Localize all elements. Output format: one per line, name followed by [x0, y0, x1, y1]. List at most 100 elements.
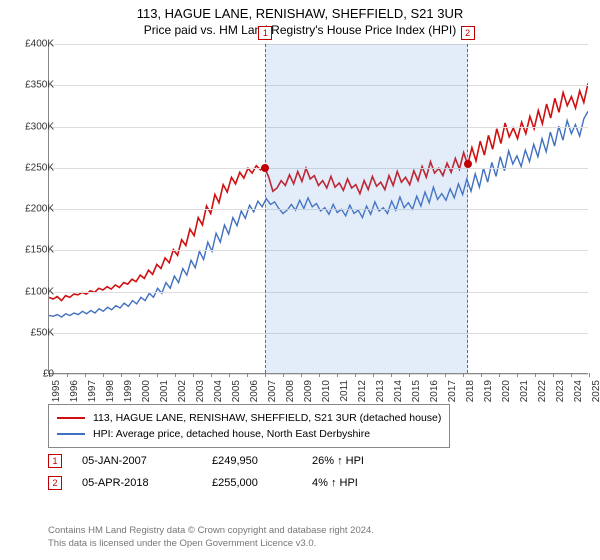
x-axis-label: 2022	[537, 380, 548, 402]
x-tick	[553, 373, 554, 377]
legend-label: 113, HAGUE LANE, RENISHAW, SHEFFIELD, S2…	[93, 410, 441, 426]
footer-line: Contains HM Land Registry data © Crown c…	[48, 525, 374, 537]
y-axis-label: £400K	[25, 39, 54, 50]
x-axis-label: 2009	[303, 380, 314, 402]
shaded-sale-period	[265, 44, 467, 373]
x-tick	[175, 373, 176, 377]
x-tick	[481, 373, 482, 377]
x-axis-label: 2024	[573, 380, 584, 402]
x-tick	[301, 373, 302, 377]
x-axis-label: 2001	[159, 380, 170, 402]
sale-date: 05-APR-2018	[82, 477, 192, 489]
sale-events: 1 05-JAN-2007 £249,950 26% ↑ HPI 2 05-AP…	[48, 450, 392, 494]
x-axis-label: 2010	[321, 380, 332, 402]
x-axis-label: 2013	[375, 380, 386, 402]
x-tick	[85, 373, 86, 377]
y-axis-label: £250K	[25, 162, 54, 173]
x-tick	[445, 373, 446, 377]
x-tick	[499, 373, 500, 377]
x-tick	[103, 373, 104, 377]
x-tick	[319, 373, 320, 377]
sale-date: 05-JAN-2007	[82, 455, 192, 467]
x-tick	[517, 373, 518, 377]
sale-marker-box: 1	[258, 26, 272, 40]
x-tick	[247, 373, 248, 377]
sale-row: 1 05-JAN-2007 £249,950 26% ↑ HPI	[48, 450, 392, 472]
y-axis-label: £200K	[25, 204, 54, 215]
x-axis-label: 2005	[231, 380, 242, 402]
x-axis-label: 1999	[123, 380, 134, 402]
footer-attribution: Contains HM Land Registry data © Crown c…	[48, 525, 374, 550]
x-tick	[373, 373, 374, 377]
x-tick	[265, 373, 266, 377]
x-tick	[337, 373, 338, 377]
x-axis-label: 2025	[591, 380, 600, 402]
x-axis-label: 2014	[393, 380, 404, 402]
sale-delta: 26% ↑ HPI	[312, 455, 392, 467]
x-tick	[409, 373, 410, 377]
footer-line: This data is licensed under the Open Gov…	[48, 538, 374, 550]
x-tick	[283, 373, 284, 377]
x-tick	[121, 373, 122, 377]
chart-subtitle: Price paid vs. HM Land Registry's House …	[0, 23, 600, 37]
legend-swatch	[57, 433, 85, 435]
legend-label: HPI: Average price, detached house, Nort…	[93, 426, 370, 442]
x-axis-label: 2000	[141, 380, 152, 402]
x-tick	[67, 373, 68, 377]
x-axis-label: 2007	[267, 380, 278, 402]
x-axis-label: 2008	[285, 380, 296, 402]
y-axis-label: £150K	[25, 245, 54, 256]
x-axis-label: 2002	[177, 380, 188, 402]
x-axis-label: 2019	[483, 380, 494, 402]
x-axis-label: 1997	[87, 380, 98, 402]
x-axis-label: 2017	[447, 380, 458, 402]
y-axis-label: £50K	[31, 327, 54, 338]
x-tick	[211, 373, 212, 377]
x-tick	[229, 373, 230, 377]
sale-price: £249,950	[212, 455, 292, 467]
title-block: 113, HAGUE LANE, RENISHAW, SHEFFIELD, S2…	[0, 0, 600, 39]
x-tick	[589, 373, 590, 377]
chart-plot-area: 12	[48, 44, 588, 374]
x-axis-label: 1996	[69, 380, 80, 402]
chart-title: 113, HAGUE LANE, RENISHAW, SHEFFIELD, S2…	[0, 6, 600, 21]
sale-price: £255,000	[212, 477, 292, 489]
x-axis-label: 2015	[411, 380, 422, 402]
x-tick	[571, 373, 572, 377]
chart-container: 113, HAGUE LANE, RENISHAW, SHEFFIELD, S2…	[0, 0, 600, 560]
x-axis-label: 2004	[213, 380, 224, 402]
x-axis-label: 2006	[249, 380, 260, 402]
x-tick	[139, 373, 140, 377]
legend-box: 113, HAGUE LANE, RENISHAW, SHEFFIELD, S2…	[48, 404, 450, 448]
x-axis-label: 2003	[195, 380, 206, 402]
x-axis-label: 2012	[357, 380, 368, 402]
x-tick	[391, 373, 392, 377]
legend-item: 113, HAGUE LANE, RENISHAW, SHEFFIELD, S2…	[57, 410, 441, 426]
x-axis-label: 2011	[339, 380, 350, 402]
sale-marker-dot	[464, 160, 472, 168]
x-tick	[535, 373, 536, 377]
legend-item: HPI: Average price, detached house, Nort…	[57, 426, 441, 442]
x-axis-label: 2023	[555, 380, 566, 402]
sale-marker-icon: 1	[48, 454, 62, 468]
x-tick	[427, 373, 428, 377]
y-axis-label: £300K	[25, 121, 54, 132]
x-tick	[463, 373, 464, 377]
sale-marker-dot	[261, 164, 269, 172]
legend-swatch	[57, 417, 85, 419]
x-tick	[193, 373, 194, 377]
y-axis-label: £350K	[25, 80, 54, 91]
x-axis-label: 2021	[519, 380, 530, 402]
y-axis-label: £100K	[25, 286, 54, 297]
sale-delta: 4% ↑ HPI	[312, 477, 392, 489]
x-tick	[355, 373, 356, 377]
x-axis-label: 2018	[465, 380, 476, 402]
sale-marker-icon: 2	[48, 476, 62, 490]
sale-row: 2 05-APR-2018 £255,000 4% ↑ HPI	[48, 472, 392, 494]
x-axis-label: 2016	[429, 380, 440, 402]
x-axis-label: 2020	[501, 380, 512, 402]
x-axis-label: 1998	[105, 380, 116, 402]
y-axis-label: £0	[43, 369, 54, 380]
x-axis-label: 1995	[51, 380, 62, 402]
x-tick	[157, 373, 158, 377]
